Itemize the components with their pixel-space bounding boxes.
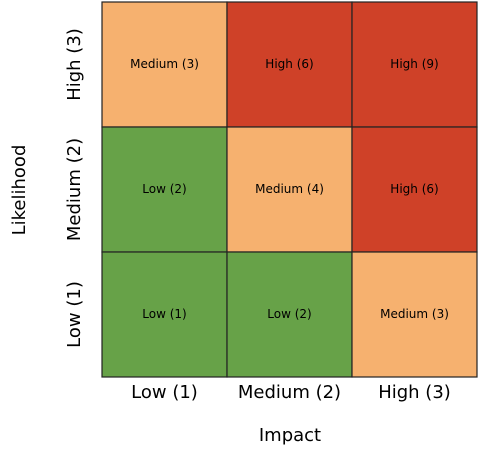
x-axis-label: High (3) bbox=[378, 382, 451, 403]
matrix-cell bbox=[226, 251, 353, 378]
cell-label: Low (1) bbox=[142, 307, 186, 321]
matrix-cell bbox=[226, 126, 353, 253]
matrix-cell bbox=[101, 251, 228, 378]
cell-label: Low (2) bbox=[267, 307, 311, 321]
matrix-cell bbox=[351, 126, 478, 253]
matrix-cell bbox=[351, 251, 478, 378]
y-axis-label: High (3) bbox=[64, 28, 85, 101]
matrix-cell bbox=[101, 126, 228, 253]
cell-label: High (9) bbox=[390, 57, 438, 71]
y-axis-title: Likelihood bbox=[9, 145, 30, 236]
x-axis-label: Medium (2) bbox=[238, 382, 341, 403]
y-axis-label: Low (1) bbox=[64, 281, 85, 348]
matrix-cell bbox=[226, 1, 353, 128]
cell-label: Medium (4) bbox=[255, 182, 324, 196]
cell-label: Medium (3) bbox=[380, 307, 449, 321]
cell-label: Low (2) bbox=[142, 182, 186, 196]
y-axis-label: Medium (2) bbox=[64, 138, 85, 241]
cell-label: High (6) bbox=[390, 182, 438, 196]
cell-label: Medium (3) bbox=[130, 57, 199, 71]
matrix-cell bbox=[351, 1, 478, 128]
x-axis-title: Impact bbox=[259, 425, 321, 446]
matrix-cell bbox=[101, 1, 228, 128]
x-axis-label: Low (1) bbox=[131, 382, 198, 403]
cell-label: High (6) bbox=[265, 57, 313, 71]
